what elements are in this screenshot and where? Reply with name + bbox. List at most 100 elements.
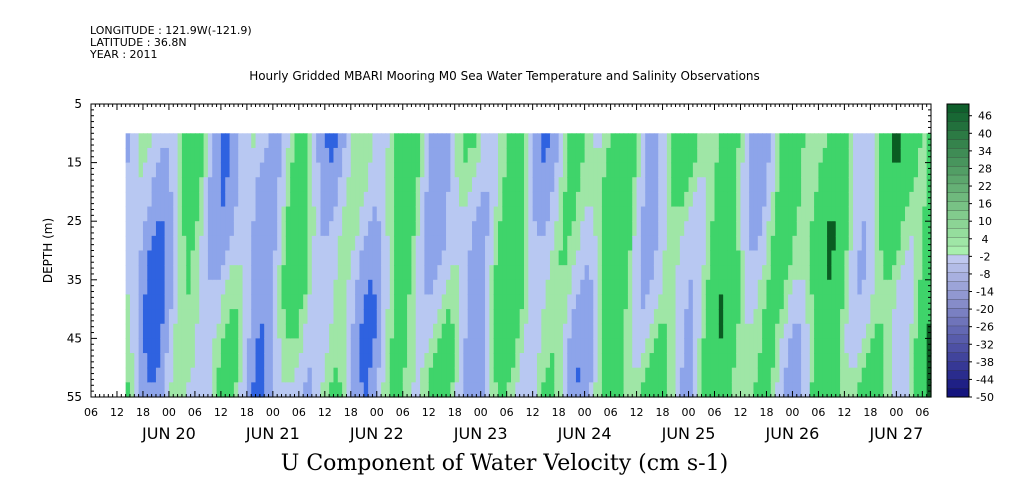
heatmap-cell [671,133,677,149]
heatmap-cell [476,177,482,193]
heatmap-cell [848,147,854,164]
heatmap-cell [913,147,919,164]
heatmap-cell [827,367,833,383]
heatmap-cell [207,309,213,325]
heatmap-cell [389,191,395,208]
heatmap-cell [775,221,781,237]
heatmap-cell [147,265,153,281]
heatmap-cell [749,294,755,310]
heatmap-cell [593,206,599,222]
heatmap-cell [831,323,837,339]
heatmap-cell [199,206,205,222]
heatmap-cell [151,265,157,281]
heatmap-cell [740,191,746,208]
heatmap-cell [606,309,612,325]
heatmap-cell [485,191,490,208]
heatmap-cell [216,279,222,296]
heatmap-cell [913,367,919,383]
heatmap-cell [489,250,495,266]
heatmap-cell [870,191,876,208]
heatmap-cell [125,191,131,208]
heatmap-cell [779,147,785,164]
heatmap-cell [142,367,148,383]
heatmap-cell [155,338,161,354]
heatmap-cell [844,323,850,339]
heatmap-cell [649,294,655,310]
heatmap-cell [498,294,503,310]
heatmap-cell [814,221,820,237]
heatmap-cell [329,177,335,193]
heatmap-cell [879,353,884,369]
heatmap-cell [744,162,750,178]
heatmap-cell [866,279,871,296]
heatmap-cell [619,177,625,193]
heatmap-cell [186,382,192,398]
heatmap-cell [744,279,750,296]
heatmap-cell [536,177,542,193]
heatmap-cell [242,206,248,222]
heatmap-cell [775,147,781,164]
heatmap-cell [827,147,833,164]
heatmap-cell [389,309,395,325]
heatmap-cell [792,133,798,149]
heatmap-cell [593,191,599,208]
heatmap-cell [125,147,131,164]
colorbar-band [946,316,970,327]
heatmap-cell [164,338,170,354]
heatmap-cell [861,177,867,193]
heatmap-cell [259,367,265,383]
heatmap-cell [844,382,850,398]
heatmap-cell [701,279,707,296]
heatmap-cell [324,235,330,252]
heatmap-cell [723,279,729,296]
heatmap-cell [892,206,897,222]
heatmap-cell [359,177,365,193]
heatmap-cell [913,221,919,237]
heatmap-cell [792,235,798,252]
heatmap-cell [454,367,460,383]
heatmap-cell [822,191,828,208]
x-hour-tick-label: 06 [84,406,98,419]
heatmap-cell [588,221,594,237]
heatmap-cell [523,294,529,310]
heatmap-cell [229,353,235,369]
heatmap-cell [835,265,841,281]
heatmap-cell [142,323,148,339]
heatmap-cell [368,294,374,310]
heatmap-cell [562,338,568,354]
heatmap-cell [796,206,802,222]
heatmap-cell [298,338,304,354]
heatmap-cell [805,162,811,178]
heatmap-cell [801,147,807,164]
heatmap-cell [593,309,599,325]
heatmap-cell [428,235,434,252]
heatmap-cell [264,221,270,237]
heatmap-cell [870,353,876,369]
heatmap-cell [402,162,408,178]
heatmap-cell [541,235,547,252]
heatmap-cell [155,309,161,325]
heatmap-cell [740,250,746,266]
heatmap-cell [320,382,326,398]
heatmap-cell [268,235,274,252]
heatmap-cell [177,191,183,208]
heatmap-cell [359,206,365,222]
heatmap-cell [251,133,257,149]
heatmap-cell [207,221,213,237]
heatmap-cell [493,191,499,208]
heatmap-cell [320,309,326,325]
heatmap-cell [866,177,871,193]
heatmap-cell [411,221,417,237]
heatmap-cell [389,294,395,310]
heatmap-cell [363,221,369,237]
heatmap-cell [766,367,772,383]
heatmap-cell [792,367,798,383]
heatmap-cell [714,147,720,164]
heatmap-cell [359,382,365,398]
heatmap-cell [212,382,218,398]
heatmap-cell [554,338,560,354]
heatmap-cell [420,367,425,383]
heatmap-cell [459,250,464,266]
heatmap-cell [662,353,668,369]
heatmap-cell [926,206,932,222]
